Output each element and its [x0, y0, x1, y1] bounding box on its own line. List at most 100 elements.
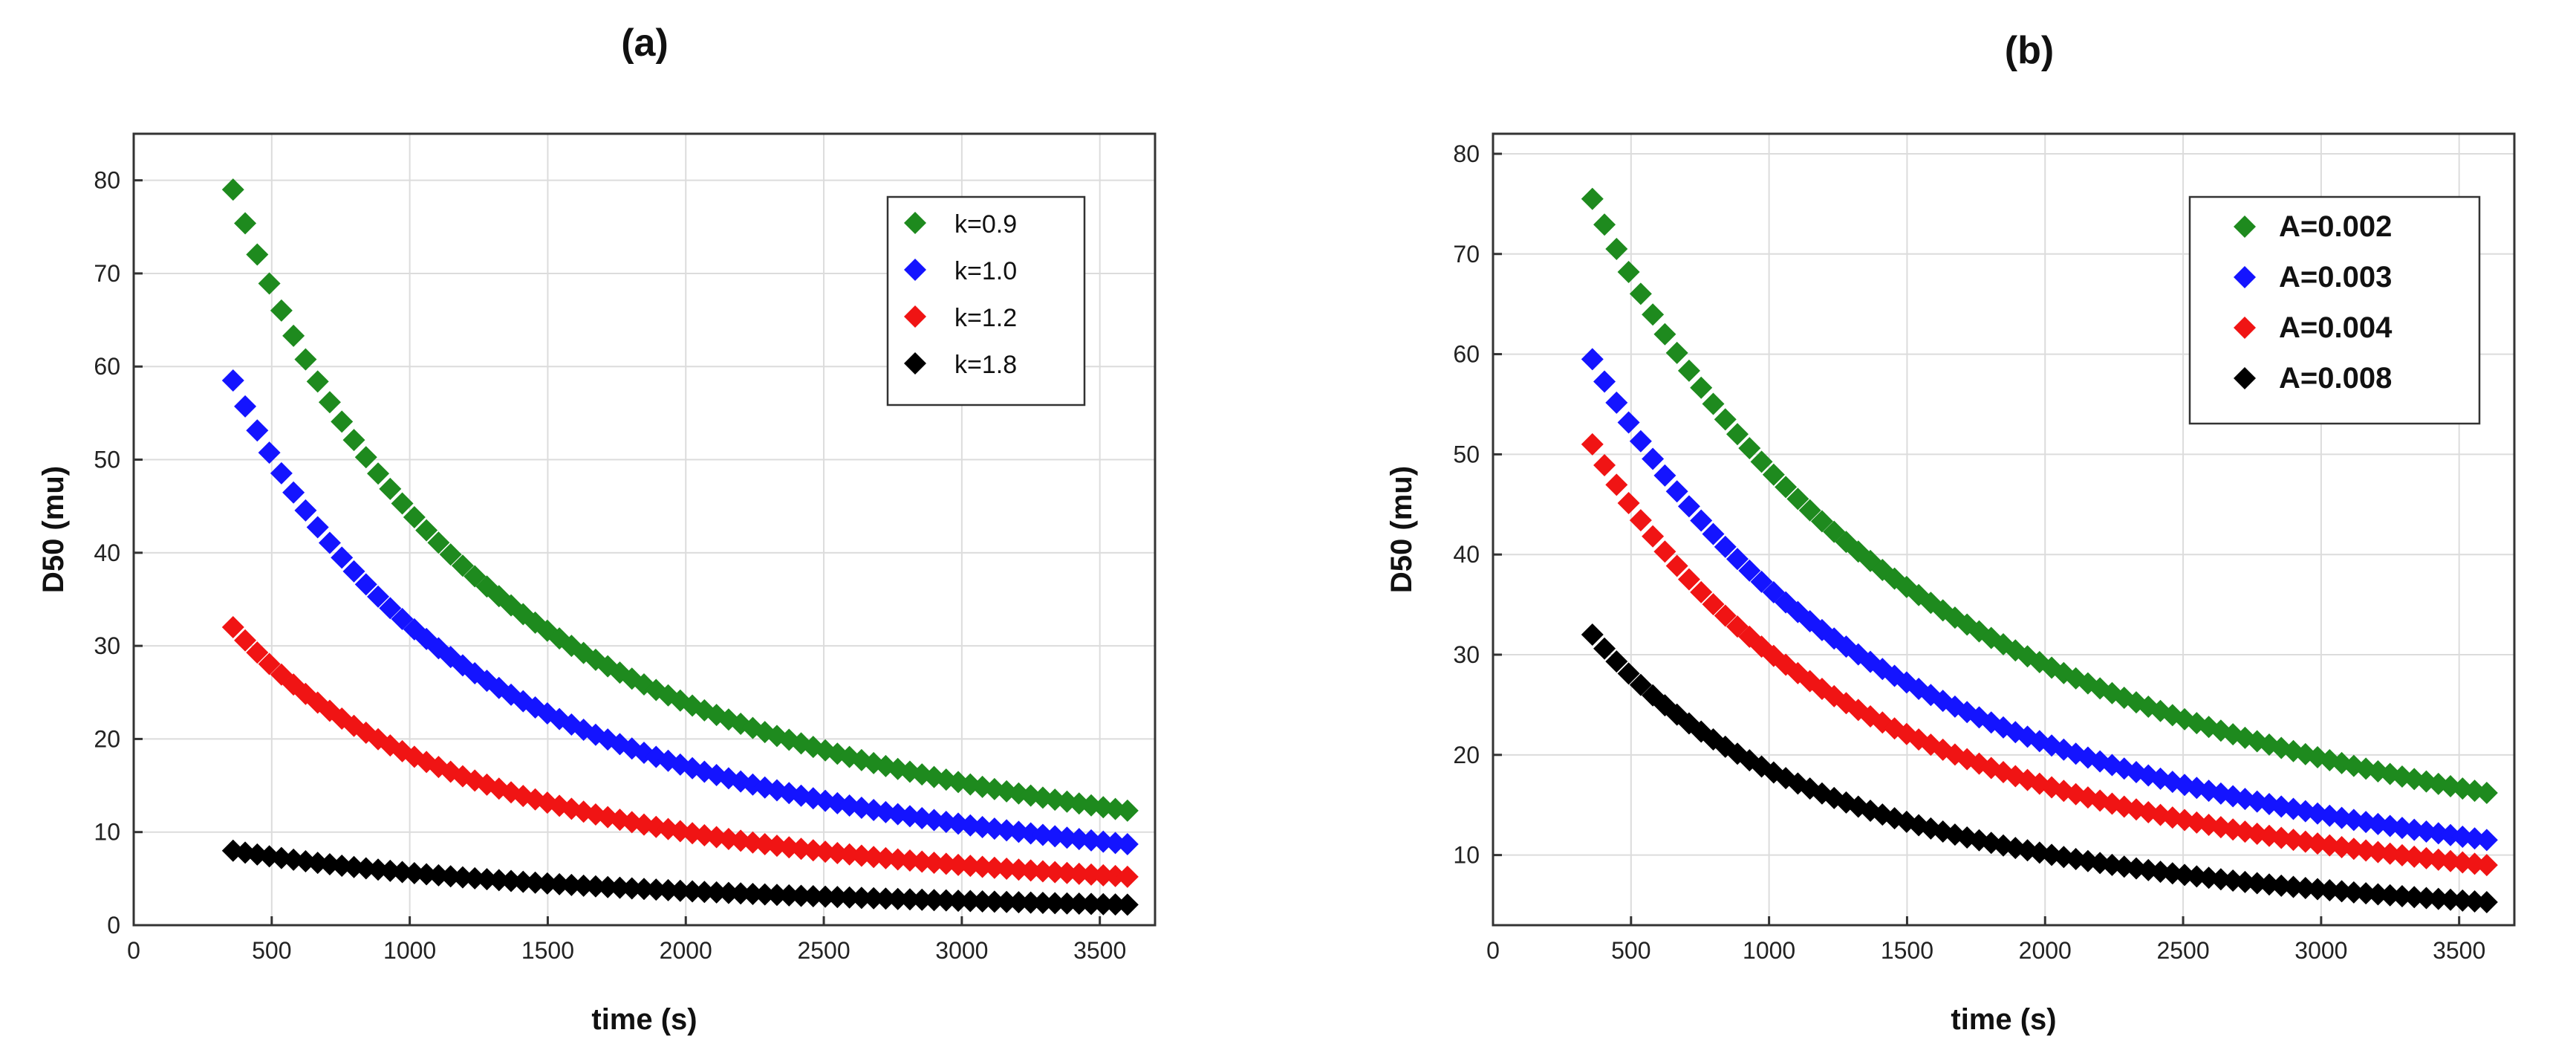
panel-a-data-point: [379, 477, 402, 500]
panel-a: (a) 0 500 1000 1500 2000 2500 3000 3500 0 10 20 30 40…: [37, 22, 1157, 1036]
panel-a-data-point: [1044, 892, 1067, 915]
panel-a-data-point: [221, 178, 244, 201]
panel-a-data-point: [1104, 864, 1127, 887]
panel-a-data-point: [1116, 832, 1139, 855]
panel-b-data-point: [1605, 473, 1628, 496]
panel-a-data-point: [512, 870, 535, 893]
panel-b-data-point: [1750, 570, 1773, 593]
panel-a-xtick-label: 2500: [797, 937, 850, 964]
panel-a-data-point: [451, 554, 474, 577]
panel-a-data-point: [282, 324, 305, 347]
panel-a-label: (a): [621, 22, 669, 65]
panel-b-legend-marker: [2234, 317, 2256, 339]
panel-b-data-point: [1581, 432, 1604, 456]
panel-a-data-point: [234, 629, 257, 652]
panel-a-data-point: [258, 652, 281, 675]
panel-b-ytick-label: 80: [1453, 140, 1480, 167]
panel-b-data-point: [1629, 282, 1652, 305]
panel-b-data-point: [1690, 580, 1713, 603]
panel-a-data-point: [765, 884, 788, 907]
panel-a-data-point: [234, 395, 257, 418]
panel-b-data-point: [1665, 554, 1688, 577]
panel-a-data-point: [778, 884, 801, 907]
panel-a-xtick-label: 1000: [383, 937, 436, 964]
panel-a-xtick-label: 1500: [521, 937, 574, 964]
panel-a-data-point: [1031, 891, 1054, 914]
panel-a-legend-box: [886, 195, 1086, 406]
panel-a-data-point: [258, 272, 281, 295]
panel-b-data-point: [1677, 495, 1700, 518]
panel-b-data-point: [1738, 437, 1761, 460]
panel-a-data-point: [270, 299, 293, 322]
panel-a-legend-marker: [904, 305, 926, 328]
panel-b-data-point: [1642, 525, 1665, 548]
panel-a-data-point: [1031, 860, 1054, 883]
panel-a-data-point: [886, 887, 909, 910]
panel-a-data-point: [584, 875, 607, 898]
panel-a-data-point: [608, 876, 631, 899]
panel-a-data-point: [572, 874, 595, 897]
panel-a-data-point: [391, 492, 414, 515]
panel-b-data-point: [1605, 391, 1628, 414]
panel-b-ytick-label: 50: [1453, 441, 1480, 467]
panel-a-xtick-label: 0: [127, 937, 140, 964]
panel-b-data-point: [1653, 323, 1676, 346]
panel-a-legend-marker: [904, 259, 926, 281]
panel-a-legend-marker: [904, 352, 926, 375]
panel-a-data-point: [524, 871, 547, 894]
panel-a-frame: [132, 132, 1157, 927]
panel-a-data-point: [234, 212, 257, 235]
panel-a-data-point: [983, 856, 1006, 879]
panel-a-ytick-label: 80: [94, 167, 120, 194]
panel-a-data-point: [1019, 859, 1042, 882]
panel-a-data-point: [391, 607, 414, 630]
panel-a-data-point: [342, 429, 365, 452]
panel-b-xtick-label: 2000: [2019, 937, 2072, 964]
panel-b-legend-label: A=0.002: [2279, 210, 2392, 243]
panel-b-data-point: [1762, 463, 1785, 486]
panel-a-ytick-label: 50: [94, 447, 120, 473]
panel-b-data-point: [1798, 499, 1821, 522]
panel-b-data-point: [1775, 476, 1798, 499]
panel-a-data-point: [1067, 862, 1090, 885]
panel-b-data-point: [1690, 509, 1713, 532]
panel-a-data-point: [427, 531, 450, 554]
panel-b-data-point: [1581, 187, 1604, 210]
panel-b-data-point: [1810, 510, 1833, 533]
panel-a-ytick-label: 0: [107, 912, 120, 939]
panel-a-data-point: [331, 546, 354, 569]
panel-b-data-point: [1642, 447, 1665, 470]
panel-b-series-3: [1581, 623, 2498, 913]
panel-b-series-0: [1581, 187, 2498, 805]
panel-a-data-point: [645, 745, 668, 768]
panel-b-data-point: [1653, 464, 1676, 487]
panel-b-data-point: [2403, 886, 2426, 909]
panel-a-data-point: [464, 866, 487, 890]
panel-a-xtick-label: 3500: [1073, 937, 1126, 964]
panel-a-data-point: [681, 880, 704, 903]
panel-b-data-point: [1629, 509, 1652, 532]
panel-a-data-point: [246, 419, 269, 442]
panel-a-data-point: [801, 885, 824, 908]
panel-a-legend-label: k=1.8: [954, 351, 1017, 379]
panel-b-xtick-label: 1000: [1743, 937, 1795, 964]
panel-a-data-point: [367, 462, 390, 485]
panel-b-data-point: [1593, 370, 1616, 393]
panel-b-data-point: [2463, 890, 2486, 913]
panel-a-data-point: [548, 872, 571, 895]
panel-a-data-point: [354, 446, 377, 469]
panel-a-data-point: [258, 441, 281, 464]
panel-a-data-point: [500, 869, 523, 892]
panel-a-data-point: [1116, 893, 1139, 916]
panel-b: (b) 0 500 1000 1500 2000 2500 3000 3500 10 20 30 40 5…: [1385, 29, 2516, 1036]
panel-a-data-point: [923, 889, 946, 912]
panel-b-data-point: [2415, 887, 2438, 910]
panel-b-frame: [1492, 132, 2516, 927]
panel-a-data-point: [669, 879, 692, 902]
panel-a-data-point: [1080, 892, 1103, 916]
panel-a-data-point: [838, 886, 861, 909]
panel-a-xlabel: time (s): [591, 1003, 697, 1036]
panel-a-data-point: [790, 884, 813, 907]
panel-a-data-point: [814, 885, 837, 908]
